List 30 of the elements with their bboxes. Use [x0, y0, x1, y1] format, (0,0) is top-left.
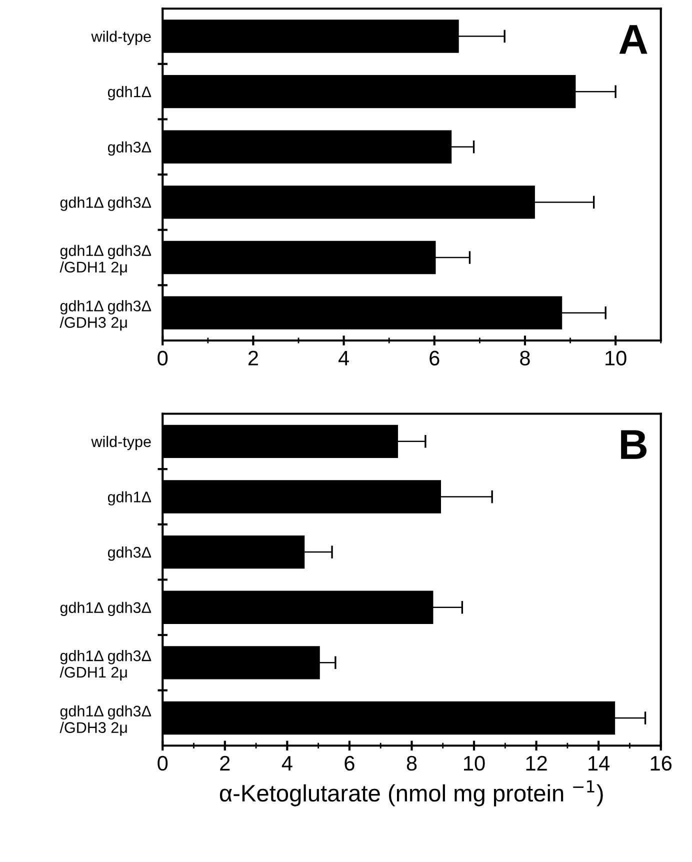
x-tick-label: 6: [344, 756, 354, 771]
x-tick-label: 10: [464, 756, 485, 771]
y-tick-label: gdh1Δ gdh3Δ /GDH3 2μ: [60, 705, 152, 736]
x-tick-label: 0: [158, 756, 168, 771]
x-tick-label: 2: [248, 350, 258, 366]
x-tick-label: 16: [650, 756, 672, 771]
y-tick-label: wild-type: [91, 436, 151, 450]
x-axis-title: α-Ketoglutarate (nmol mg protein $^{−1}$): [220, 780, 603, 806]
x-tick-label: 14: [588, 756, 610, 770]
y-tick-label: gdh1Δ gdh3Δ: [60, 196, 152, 211]
y-tick-label: gdh1Δ: [108, 86, 152, 100]
x-tick-label: 8: [406, 756, 417, 771]
y-tick-label: wild-type: [91, 30, 151, 45]
annotation: A: [619, 25, 648, 54]
x-tick-label: 2: [220, 756, 230, 770]
y-tick-label: gdh1Δ gdh3Δ /GDH1 2μ: [60, 244, 152, 276]
x-tick-label: 4: [282, 756, 292, 770]
x-tick-label: 12: [526, 756, 547, 770]
y-tick-label: gdh1Δ gdh3Δ /GDH3 2μ: [60, 300, 152, 331]
y-tick-label: gdh1Δ gdh3Δ /GDH1 2μ: [60, 650, 152, 680]
y-tick-label: gdh3Δ: [108, 141, 152, 156]
annotation: B: [621, 430, 647, 459]
x-tick-label: 8: [520, 350, 530, 366]
y-tick-label: gdh1Δ gdh3Δ: [60, 602, 152, 616]
x-tick-label: 0: [158, 350, 168, 366]
x-tick-label: 4: [338, 350, 349, 366]
y-tick-label: gdh1Δ: [108, 491, 152, 506]
x-tick-label: 6: [430, 350, 440, 366]
y-tick-label: gdh3Δ: [108, 546, 152, 561]
x-tick-label: 10: [606, 350, 626, 366]
